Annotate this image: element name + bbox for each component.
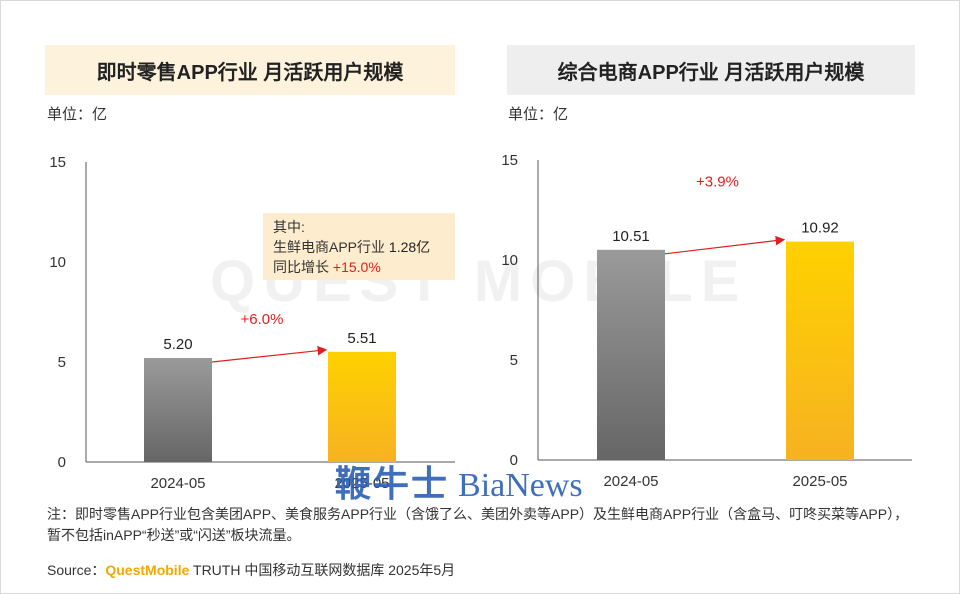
left-bar-2025-05 bbox=[328, 351, 396, 462]
left-data-label: 5.20 bbox=[163, 336, 192, 353]
bianews-watermark: 鞭牛士 BiaNews bbox=[335, 455, 583, 507]
bianews-en: BiaNews bbox=[458, 467, 583, 504]
right-y-tick-label: 15 bbox=[501, 152, 518, 169]
left-bar-2024-05 bbox=[144, 358, 212, 462]
left-y-tick-label: 10 bbox=[49, 254, 66, 271]
left-y-tick-label: 0 bbox=[58, 454, 66, 471]
right-data-label: 10.51 bbox=[612, 228, 650, 245]
right-x-tick-label: 2025-05 bbox=[792, 473, 847, 490]
infobox-growth-label: 同比增长 bbox=[273, 259, 333, 275]
source-prefix: Source： bbox=[47, 562, 106, 578]
source-line: Source：QuestMobile TRUTH 中国移动互联网数据库 2025… bbox=[47, 560, 455, 580]
left-x-tick-label: 2024-05 bbox=[150, 475, 205, 492]
bianews-cn: 鞭牛士 bbox=[335, 464, 450, 504]
fresh-ecommerce-infobox: 其中: 生鲜电商APP行业 1.28亿 同比增长 +15.0% bbox=[263, 213, 455, 280]
right-growth-label: +3.9% bbox=[696, 174, 739, 191]
left-growth-label: +6.0% bbox=[241, 311, 284, 328]
infobox-growth-value: +15.0% bbox=[332, 259, 381, 275]
infobox-line-growth: 同比增长 +15.0% bbox=[273, 257, 455, 277]
infobox-heading: 其中: bbox=[273, 219, 305, 235]
right-growth-arrow bbox=[664, 235, 786, 255]
footnote: 注：即时零售APP行业包含美团APP、美食服务APP行业（含饿了么、美团外卖等A… bbox=[47, 506, 909, 543]
right-x-tick-label: 2024-05 bbox=[603, 473, 658, 490]
right-y-tick-label: 10 bbox=[501, 252, 518, 269]
source-suffix: TRUTH 中国移动互联网数据库 2025年5月 bbox=[189, 562, 456, 578]
left-x-tick-label: 2025-05 bbox=[334, 475, 389, 492]
source-brand: QuestMobile bbox=[105, 562, 190, 578]
left-growth-arrow bbox=[211, 345, 328, 363]
right-chart-title: 综合电商APP行业 月活跃用户规模 bbox=[507, 45, 915, 95]
right-data-label: 10.92 bbox=[801, 220, 839, 237]
left-unit-label: 单位：亿 bbox=[47, 106, 108, 123]
infobox-line-users: 生鲜电商APP行业 1.28亿 bbox=[273, 237, 455, 257]
right-bar-2025-05 bbox=[786, 241, 854, 460]
infobox-users-value: 1.28亿 bbox=[388, 239, 431, 255]
infobox-users-label: 生鲜电商APP行业 bbox=[273, 239, 389, 255]
right-y-tick-label: 0 bbox=[510, 452, 518, 469]
left-data-label: 5.51 bbox=[347, 330, 376, 347]
left-y-tick-label: 5 bbox=[58, 354, 66, 371]
right-y-tick-label: 5 bbox=[510, 352, 518, 369]
right-bar-2024-05 bbox=[597, 249, 665, 460]
left-y-tick-label: 15 bbox=[49, 154, 66, 171]
left-chart-title: 即时零售APP行业 月活跃用户规模 bbox=[45, 45, 455, 95]
right-unit-label: 单位：亿 bbox=[508, 106, 569, 123]
